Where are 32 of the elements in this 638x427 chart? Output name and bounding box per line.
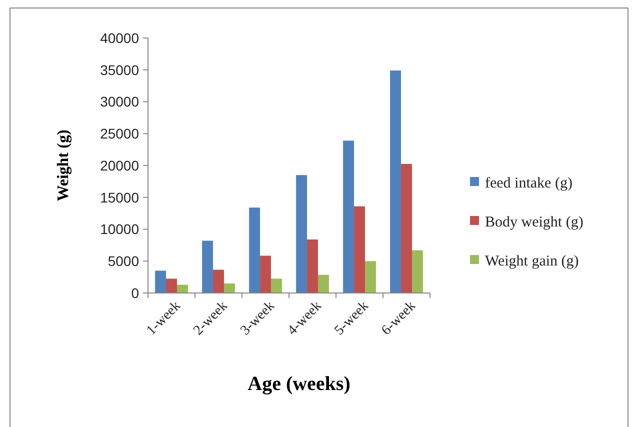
bar	[166, 278, 177, 293]
legend-label: Weight gain (g)	[485, 253, 579, 270]
y-tick-label: 0	[131, 284, 140, 301]
y-tick-label: 5000	[108, 253, 140, 270]
y-tick-label: 10000	[100, 221, 140, 238]
x-axis-title: Age (weeks)	[248, 373, 350, 395]
bar	[213, 270, 224, 293]
y-tick-label: 15000	[100, 189, 140, 206]
bar	[249, 208, 260, 293]
y-tick-label: 30000	[100, 94, 140, 110]
y-tick-label: 35000	[100, 62, 140, 78]
bar	[296, 175, 308, 293]
bar	[176, 284, 188, 293]
bar	[202, 240, 214, 293]
bar	[364, 261, 376, 293]
bar	[155, 270, 166, 293]
bar	[390, 70, 402, 293]
bar	[412, 250, 423, 293]
bar	[401, 164, 412, 293]
bar	[260, 256, 271, 293]
bar	[354, 206, 365, 293]
bar	[343, 140, 354, 293]
y-tick-label: 20000	[100, 157, 140, 174]
bar	[270, 278, 282, 293]
bar	[224, 283, 235, 293]
y-tick-label: 25000	[100, 126, 140, 142]
y-tick-label: 40000	[100, 30, 140, 46]
bar	[307, 239, 318, 293]
bar	[318, 274, 329, 293]
legend-label: Body weight (g)	[485, 214, 584, 230]
y-axis-title: Weight (g)	[55, 130, 72, 202]
legend-label: feed intake (g)	[485, 175, 572, 192]
